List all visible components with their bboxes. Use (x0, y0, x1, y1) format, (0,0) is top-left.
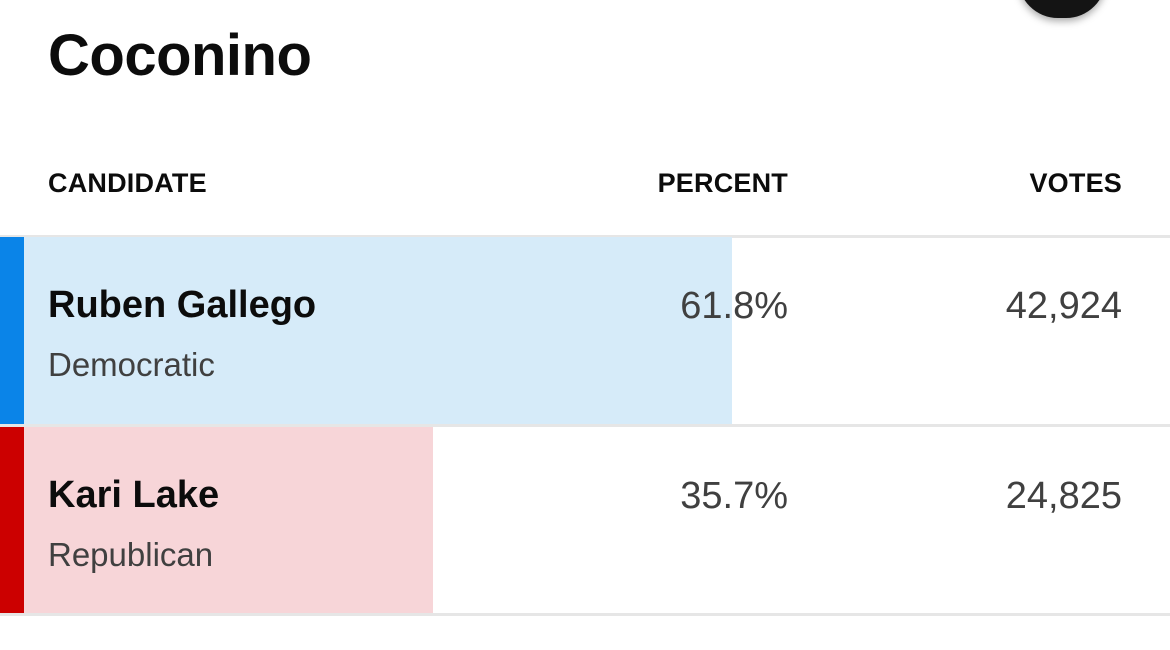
candidate-name: Ruben Gallego (48, 284, 317, 326)
header-divider (0, 235, 1170, 238)
votes-column-header: VOTES (1029, 168, 1122, 198)
candidate-percent: 35.7% (680, 475, 788, 517)
vote-share-bar (24, 237, 732, 425)
row-divider (0, 424, 1170, 427)
candidate-column-header: CANDIDATE (48, 168, 207, 198)
candidate-votes: 24,825 (1005, 475, 1122, 517)
party-color-bar (0, 237, 24, 425)
region-title: Coconino (48, 23, 312, 88)
corner-action-button[interactable] (1018, 0, 1106, 18)
candidate-name: Kari Lake (48, 474, 220, 516)
vote-share-bar (24, 427, 433, 615)
party-color-bar (0, 427, 24, 615)
candidate-row-gallego: Ruben Gallego Democratic 61.8% 42,924 (0, 237, 1170, 425)
candidate-row-lake: Kari Lake Republican 35.7% 24,825 (0, 427, 1170, 615)
candidate-votes: 42,924 (1005, 285, 1122, 327)
table-bottom-divider (0, 613, 1170, 616)
circle-button-icon (1018, 0, 1106, 18)
percent-column-header: PERCENT (657, 168, 788, 198)
candidate-party: Democratic (48, 346, 215, 383)
candidate-party: Republican (48, 536, 214, 573)
candidate-percent: 61.8% (680, 285, 788, 327)
